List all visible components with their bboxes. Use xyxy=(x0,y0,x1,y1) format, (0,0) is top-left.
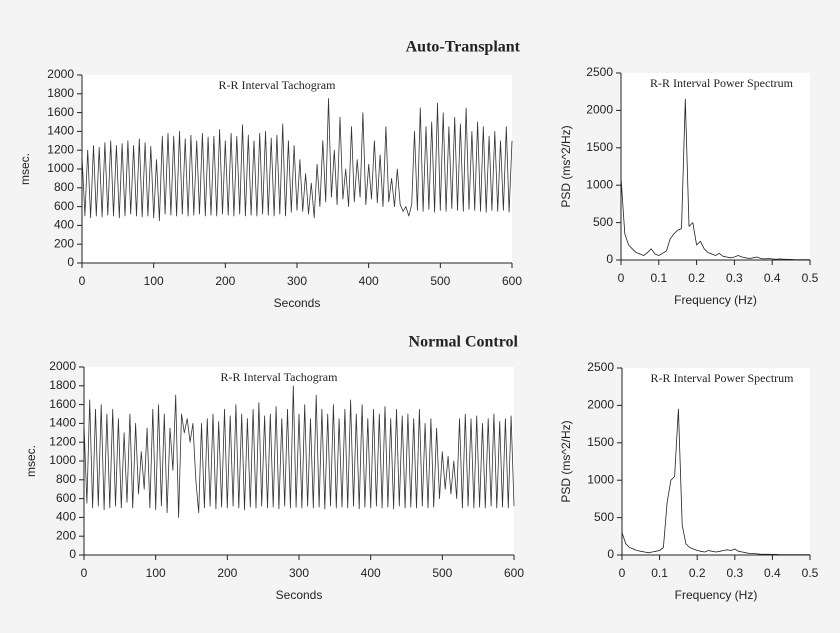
y-tick-label: 1000 xyxy=(47,161,74,175)
x-tick-label: 0.3 xyxy=(726,566,743,580)
y-tick-label: 2000 xyxy=(47,67,74,81)
chart-title: R-R Interval Power Spectrum xyxy=(650,76,794,90)
x-tick-label: 0.4 xyxy=(764,271,781,285)
y-tick-label: 2000 xyxy=(587,398,614,412)
y-tick-label: 600 xyxy=(54,199,74,213)
x-tick-label: 400 xyxy=(361,566,381,580)
x-tick-label: 400 xyxy=(359,274,379,288)
y-tick-label: 1400 xyxy=(47,124,74,138)
y-tick-label: 500 xyxy=(594,510,614,524)
y-tick-label: 200 xyxy=(54,236,74,250)
y-tick-label: 2500 xyxy=(586,65,613,79)
y-tick-label: 1200 xyxy=(49,434,76,448)
x-tick-label: 600 xyxy=(502,274,522,288)
section-heading: Normal Control xyxy=(409,334,519,351)
y-tick-label: 2000 xyxy=(49,359,76,373)
data-line xyxy=(621,408,810,555)
chart-title: R-R Interval Power Spectrum xyxy=(651,371,795,385)
y-tick-label: 0 xyxy=(607,547,614,561)
y-tick-label: 500 xyxy=(593,215,613,229)
x-tick-label: 0 xyxy=(81,566,88,580)
x-tick-label: 0 xyxy=(79,274,86,288)
y-tick-label: 600 xyxy=(56,491,76,505)
x-axis-label: Seconds xyxy=(274,296,321,310)
x-tick-label: 0.5 xyxy=(802,271,819,285)
y-tick-label: 0 xyxy=(67,255,74,269)
y-tick-label: 1400 xyxy=(49,416,76,430)
y-tick-label: 1000 xyxy=(587,472,614,486)
y-tick-label: 1600 xyxy=(47,105,74,119)
chart-title: R-R Interval Tachogram xyxy=(221,370,339,384)
x-tick-label: 0.1 xyxy=(651,566,668,580)
plot-area xyxy=(82,75,512,263)
y-tick-label: 1000 xyxy=(586,177,613,191)
y-tick-label: 2000 xyxy=(586,103,613,117)
y-tick-label: 200 xyxy=(56,528,76,542)
x-tick-label: 0.2 xyxy=(689,566,706,580)
y-tick-label: 400 xyxy=(56,510,76,524)
plot-area xyxy=(84,367,514,555)
y-tick-label: 1500 xyxy=(587,435,614,449)
y-tick-label: 1000 xyxy=(49,453,76,467)
y-tick-label: 1200 xyxy=(47,142,74,156)
y-axis-label: msec. xyxy=(18,153,32,185)
x-tick-label: 0.4 xyxy=(764,566,781,580)
x-tick-label: 0 xyxy=(619,566,626,580)
plot-area xyxy=(622,368,810,555)
y-axis-label: PSD (ms^2/Hz) xyxy=(559,420,573,502)
y-tick-label: 0 xyxy=(606,252,613,266)
x-tick-label: 200 xyxy=(217,566,237,580)
y-tick-label: 800 xyxy=(54,180,74,194)
x-tick-label: 100 xyxy=(144,274,164,288)
x-tick-label: 500 xyxy=(432,566,452,580)
plot-area xyxy=(621,73,810,260)
y-tick-label: 0 xyxy=(69,547,76,561)
x-axis-label: Seconds xyxy=(276,588,323,602)
x-tick-label: 0 xyxy=(618,271,625,285)
x-tick-label: 0.1 xyxy=(650,271,667,285)
y-tick-label: 1800 xyxy=(47,86,74,100)
chart-title: R-R Interval Tachogram xyxy=(219,78,337,92)
x-tick-label: 100 xyxy=(146,566,166,580)
x-tick-label: 300 xyxy=(287,274,307,288)
x-tick-label: 200 xyxy=(215,274,235,288)
y-axis-label: PSD (ms^2/Hz) xyxy=(559,125,573,207)
x-tick-label: 0.5 xyxy=(802,566,819,580)
data-line xyxy=(83,385,515,518)
x-tick-label: 300 xyxy=(289,566,309,580)
y-tick-label: 1500 xyxy=(586,140,613,154)
x-axis-label: Frequency (Hz) xyxy=(675,588,758,602)
x-tick-label: 0.2 xyxy=(688,271,705,285)
x-tick-label: 500 xyxy=(430,274,450,288)
y-tick-label: 2500 xyxy=(587,360,614,374)
data-line xyxy=(81,98,513,222)
y-tick-label: 1600 xyxy=(49,397,76,411)
x-axis-label: Frequency (Hz) xyxy=(674,293,757,307)
section-heading: Auto-Transplant xyxy=(406,39,521,56)
y-axis-label: msec. xyxy=(24,445,38,477)
x-tick-label: 0.3 xyxy=(726,271,743,285)
x-tick-label: 600 xyxy=(504,566,524,580)
y-tick-label: 400 xyxy=(54,218,74,232)
y-tick-label: 800 xyxy=(56,472,76,486)
y-tick-label: 1800 xyxy=(49,378,76,392)
data-line xyxy=(620,98,810,260)
